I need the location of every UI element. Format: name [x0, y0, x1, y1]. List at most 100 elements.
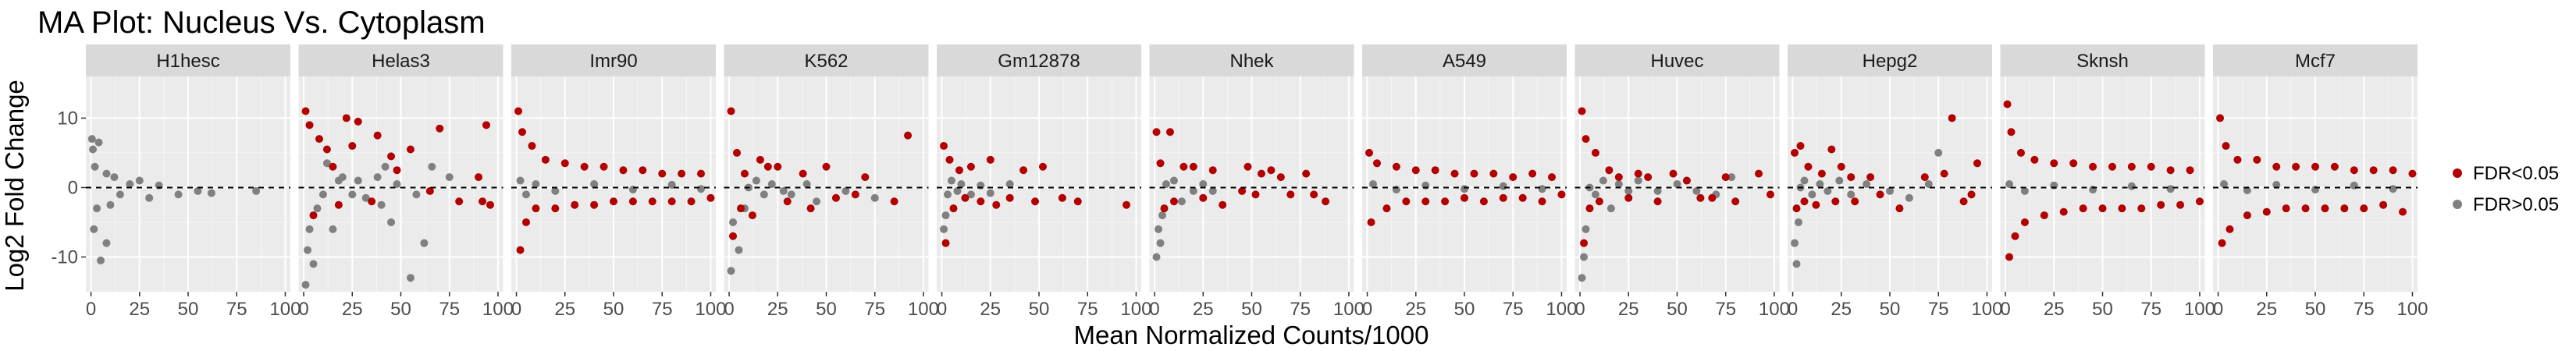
data-point-not-significant	[1673, 180, 1681, 188]
data-point-not-significant	[787, 190, 795, 199]
facet-strip-label: Sknsh	[2076, 51, 2129, 72]
x-tick-label: 50	[2305, 299, 2326, 320]
x-tick-label: 100	[1971, 299, 2002, 320]
data-point-significant	[2301, 204, 2310, 213]
data-point-significant	[1199, 193, 1208, 202]
data-point-significant	[783, 197, 792, 206]
data-point-not-significant	[1538, 185, 1546, 193]
data-point-not-significant	[420, 239, 429, 247]
data-point-significant	[425, 186, 434, 195]
x-tick-label: 25	[1831, 299, 1852, 320]
data-point-significant	[1851, 197, 1859, 206]
data-point-significant	[1812, 200, 1820, 209]
data-point-significant	[1582, 135, 1590, 144]
data-point-not-significant	[813, 197, 821, 206]
data-point-not-significant	[727, 267, 735, 275]
data-point-significant	[1219, 200, 1227, 209]
data-point-significant	[1653, 197, 1662, 206]
data-point-significant	[851, 190, 859, 199]
facet-strip-label: Mcf7	[2295, 51, 2336, 72]
data-point-not-significant	[953, 186, 962, 195]
legend-key-not-significant	[2453, 200, 2462, 209]
data-point-significant	[1276, 173, 1285, 182]
x-tick-label: 25	[129, 299, 150, 320]
facet-panel-nhek: Nhek 0 25 50 75 100	[1149, 44, 1364, 320]
x-tick-label: 0	[86, 299, 96, 320]
data-point-significant	[2369, 166, 2378, 175]
data-point-significant	[1721, 173, 1730, 182]
data-point-significant	[733, 148, 742, 157]
data-point-significant	[2360, 204, 2368, 213]
data-point-significant	[2176, 200, 2185, 209]
data-point-not-significant	[1499, 182, 1507, 190]
data-point-significant	[1518, 193, 1527, 202]
x-tick-label: 25	[980, 299, 1001, 320]
data-point-significant	[1244, 162, 1252, 171]
data-point-not-significant	[966, 190, 975, 199]
data-point-significant	[2005, 253, 2014, 261]
x-tick-label: 0	[1574, 299, 1585, 320]
data-point-significant	[1441, 197, 1450, 206]
data-point-significant	[1165, 128, 1174, 136]
data-point-significant	[1800, 197, 1809, 206]
data-point-significant	[2003, 100, 2012, 108]
data-point-significant	[393, 166, 401, 175]
data-point-not-significant	[373, 173, 382, 182]
facet-strip	[2000, 44, 2205, 76]
data-point-significant	[2233, 155, 2242, 164]
data-point-not-significant	[329, 225, 337, 233]
data-point-not-significant	[304, 246, 312, 254]
x-tick-label: 25	[1405, 299, 1426, 320]
data-point-not-significant	[445, 173, 454, 182]
data-point-significant	[1605, 166, 1614, 175]
data-point-significant	[1831, 197, 1840, 206]
data-point-not-significant	[406, 274, 415, 282]
data-point-significant	[1123, 200, 1131, 209]
data-point-not-significant	[697, 185, 706, 193]
data-point-significant	[890, 197, 898, 206]
data-point-significant	[455, 197, 464, 206]
data-point-significant	[2016, 148, 2025, 157]
data-point-not-significant	[1591, 190, 1599, 199]
x-tick-label: 100	[1120, 299, 1151, 320]
data-point-significant	[1372, 159, 1381, 168]
data-point-not-significant	[1369, 180, 1378, 188]
data-point-not-significant	[102, 239, 111, 247]
data-point-not-significant	[667, 180, 676, 189]
data-point-not-significant	[1582, 225, 1590, 233]
x-tick-label: 0	[2213, 299, 2223, 320]
data-point-significant	[1019, 166, 1028, 175]
data-point-not-significant	[1634, 176, 1642, 185]
data-point-not-significant	[1614, 180, 1623, 188]
data-point-significant	[1895, 204, 1904, 213]
data-point-not-significant	[301, 281, 310, 289]
facet-strip	[1362, 44, 1567, 76]
data-point-not-significant	[252, 186, 261, 195]
data-point-not-significant	[145, 193, 154, 202]
data-point-significant	[528, 142, 536, 151]
data-point-significant	[1169, 197, 1178, 206]
data-point-not-significant	[102, 169, 111, 178]
data-point-significant	[1058, 193, 1066, 202]
data-point-not-significant	[87, 135, 96, 144]
data-point-not-significant	[135, 176, 144, 185]
data-point-significant	[1382, 204, 1391, 213]
data-point-significant	[1489, 169, 1498, 178]
data-point-significant	[941, 239, 950, 247]
data-point-significant	[2050, 159, 2058, 168]
data-point-not-significant	[387, 218, 396, 226]
data-point-not-significant	[752, 176, 760, 185]
data-point-significant	[1595, 197, 1603, 206]
data-point-significant	[2321, 204, 2329, 213]
data-point-significant	[2108, 162, 2116, 171]
data-point-significant	[2007, 128, 2016, 136]
data-point-significant	[342, 114, 350, 122]
data-point-significant	[756, 155, 764, 164]
x-tick-label: 100	[269, 299, 301, 320]
data-point-significant	[560, 159, 569, 168]
data-point-significant	[571, 200, 579, 209]
x-tick-label: 0	[2000, 299, 2010, 320]
data-point-significant	[1959, 197, 1968, 206]
data-point-significant	[697, 169, 706, 178]
